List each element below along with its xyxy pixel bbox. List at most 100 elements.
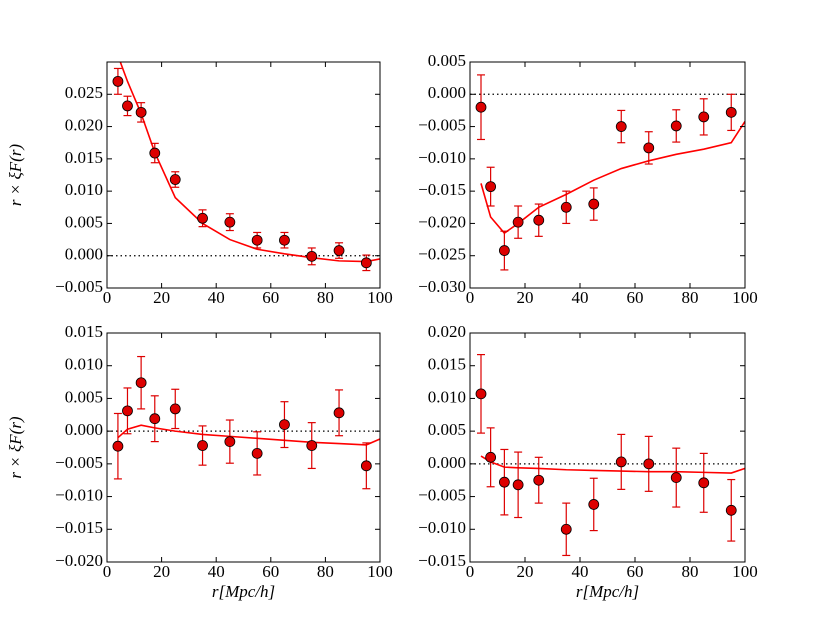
- x-tick-label: 0: [466, 562, 475, 581]
- data-point: [251, 234, 263, 246]
- y-tick-label: 0.015: [428, 355, 466, 374]
- y-tick-label: 0.010: [65, 180, 103, 199]
- y-tick-label: −0.005: [55, 277, 103, 296]
- data-point: [498, 476, 510, 488]
- y-tick-label: −0.025: [418, 245, 466, 264]
- y-tick-label: −0.010: [418, 518, 466, 537]
- data-point: [306, 440, 318, 451]
- data-point: [698, 477, 710, 489]
- data-point: [169, 174, 181, 185]
- y-axis-label: r × ξF(r): [6, 416, 25, 479]
- data-point: [643, 458, 655, 470]
- x-tick-label: 0: [103, 562, 112, 581]
- data-point: [135, 377, 147, 389]
- x-tick-label: 40: [208, 562, 225, 581]
- plot-area: [470, 74, 745, 271]
- data-point: [197, 440, 208, 451]
- axes-frame: [469, 332, 746, 563]
- plot-area: [470, 353, 745, 557]
- y-tick-label: 0.000: [428, 453, 466, 472]
- x-axis-label: r[Mpc/h]: [212, 582, 275, 601]
- x-tick-label: 100: [732, 562, 758, 581]
- x-tick-label: 20: [153, 562, 170, 581]
- data-point: [533, 214, 545, 226]
- y-tick-label: 0.005: [65, 212, 103, 231]
- panel: 0 20 40 60 80 100 −0.005 0.000 0.005 0.010 0.015 0.…: [6, 61, 393, 307]
- y-tick-label: 0.015: [65, 148, 103, 167]
- x-tick-label: 40: [208, 288, 225, 307]
- model-line: [119, 62, 380, 263]
- y-tick-label: −0.020: [418, 212, 466, 231]
- x-tick-label: 100: [367, 562, 393, 581]
- y-tick-label: 0.020: [65, 115, 103, 134]
- y-tick-label: −0.020: [55, 551, 103, 570]
- y-tick-label: −0.005: [418, 115, 466, 134]
- x-tick-label: 80: [682, 562, 699, 581]
- y-axis-label: r × ξF(r): [6, 144, 25, 207]
- y-tick-label: 0.000: [65, 245, 103, 264]
- y-tick-label: 0.010: [65, 355, 103, 374]
- data-point: [224, 216, 236, 228]
- data-point: [725, 106, 737, 118]
- data-point: [169, 403, 181, 415]
- x-tick-label: 20: [517, 288, 534, 307]
- x-tick-label: 100: [732, 288, 758, 307]
- plot-area: [107, 355, 380, 490]
- data-point: [670, 472, 682, 483]
- data-point: [643, 142, 655, 154]
- y-tick-label: 0.000: [428, 83, 466, 102]
- data-point: [533, 474, 545, 486]
- data-point: [251, 447, 263, 459]
- x-axis-label: r[Mpc/h]: [576, 582, 639, 601]
- data-point: [498, 245, 510, 256]
- data-point: [512, 216, 524, 228]
- data-point: [725, 504, 737, 516]
- y-tick-label: −0.015: [55, 518, 103, 537]
- data-point: [333, 407, 345, 419]
- data-point: [485, 451, 497, 463]
- model-line: [480, 455, 745, 474]
- x-tick-label: 60: [262, 562, 279, 581]
- x-tick-label: 80: [317, 288, 334, 307]
- data-point: [698, 111, 710, 123]
- data-point: [279, 419, 290, 431]
- data-point: [615, 121, 627, 132]
- y-tick-label: −0.010: [55, 485, 103, 504]
- x-tick-label: 40: [572, 288, 589, 307]
- panel: 0 20 40 60 80 100 −0.015 −0.010 −0.005 0.000 0.005…: [418, 322, 758, 601]
- x-tick-label: 20: [153, 288, 170, 307]
- y-tick-label: 0.005: [428, 420, 466, 439]
- data-point: [588, 499, 600, 510]
- data-point: [512, 479, 524, 491]
- axes-frame: [469, 61, 746, 289]
- data-point: [615, 456, 627, 468]
- data-point: [149, 147, 161, 159]
- data-point: [122, 405, 133, 417]
- data-point: [560, 201, 572, 213]
- x-tick-label: 60: [627, 288, 644, 307]
- x-tick-label: 80: [317, 562, 334, 581]
- data-point: [135, 106, 147, 118]
- x-tick-label: 100: [367, 288, 393, 307]
- data-point: [333, 245, 345, 256]
- data-point: [560, 523, 572, 535]
- data-point: [112, 75, 124, 87]
- y-tick-label: 0.025: [65, 83, 103, 102]
- data-point: [279, 234, 290, 246]
- axes-frame: [106, 332, 381, 563]
- y-tick-label: 0.005: [65, 387, 103, 406]
- y-tick-label: 0.005: [428, 51, 466, 70]
- model-line: [480, 120, 745, 235]
- x-tick-label: 0: [103, 288, 112, 307]
- data-point: [360, 257, 372, 269]
- x-tick-label: 20: [517, 562, 534, 581]
- x-tick-label: 60: [627, 562, 644, 581]
- data-point: [475, 388, 487, 400]
- x-tick-label: 80: [682, 288, 699, 307]
- data-point: [122, 100, 133, 112]
- data-point: [197, 212, 208, 224]
- y-tick-label: −0.015: [418, 180, 466, 199]
- x-tick-label: 60: [262, 288, 279, 307]
- data-point: [224, 436, 236, 448]
- y-tick-label: −0.010: [418, 148, 466, 167]
